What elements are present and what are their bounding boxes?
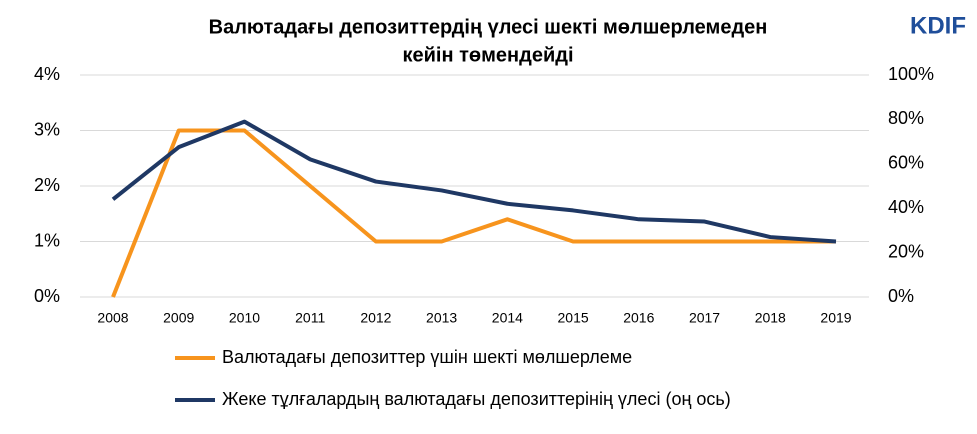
y-tick-label: 3% bbox=[34, 119, 60, 139]
x-tick-label: 2019 bbox=[820, 310, 851, 326]
x-tick-label: 2017 bbox=[689, 310, 720, 326]
x-tick-label: 2018 bbox=[755, 310, 786, 326]
y2-tick-label: 100% bbox=[888, 64, 934, 84]
legend-label: Валютадағы депозиттер үшін шекті мөлшерл… bbox=[222, 347, 632, 367]
y2-tick-label: 20% bbox=[888, 241, 924, 261]
x-tick-label: 2010 bbox=[229, 310, 260, 326]
y2-tick-label: 80% bbox=[888, 108, 924, 128]
y-tick-label: 4% bbox=[34, 64, 60, 84]
y2-tick-label: 0% bbox=[888, 286, 914, 306]
legend-label: Жеке тұлғалардың валютадағы депозиттерін… bbox=[222, 389, 731, 409]
chart-title: Валютадағы депозиттердің үлесі шекті мөл… bbox=[209, 16, 768, 38]
series-line bbox=[111, 119, 837, 244]
x-tick-label: 2015 bbox=[558, 310, 589, 326]
x-tick-label: 2008 bbox=[97, 310, 128, 326]
chart-title: кейін төмендейді bbox=[403, 44, 574, 66]
x-tick-label: 2009 bbox=[163, 310, 194, 326]
series-line bbox=[111, 128, 836, 298]
y-tick-label: 1% bbox=[34, 230, 60, 250]
x-tick-label: 2013 bbox=[426, 310, 457, 326]
logo: KDIF bbox=[910, 12, 966, 39]
y-tick-label: 0% bbox=[34, 286, 60, 306]
y2-tick-label: 40% bbox=[888, 197, 924, 217]
y-tick-label: 2% bbox=[34, 175, 60, 195]
x-tick-label: 2012 bbox=[360, 310, 391, 326]
x-tick-label: 2014 bbox=[492, 310, 523, 326]
x-tick-label: 2011 bbox=[295, 310, 325, 326]
y2-tick-label: 60% bbox=[888, 153, 924, 173]
x-tick-label: 2016 bbox=[623, 310, 654, 326]
